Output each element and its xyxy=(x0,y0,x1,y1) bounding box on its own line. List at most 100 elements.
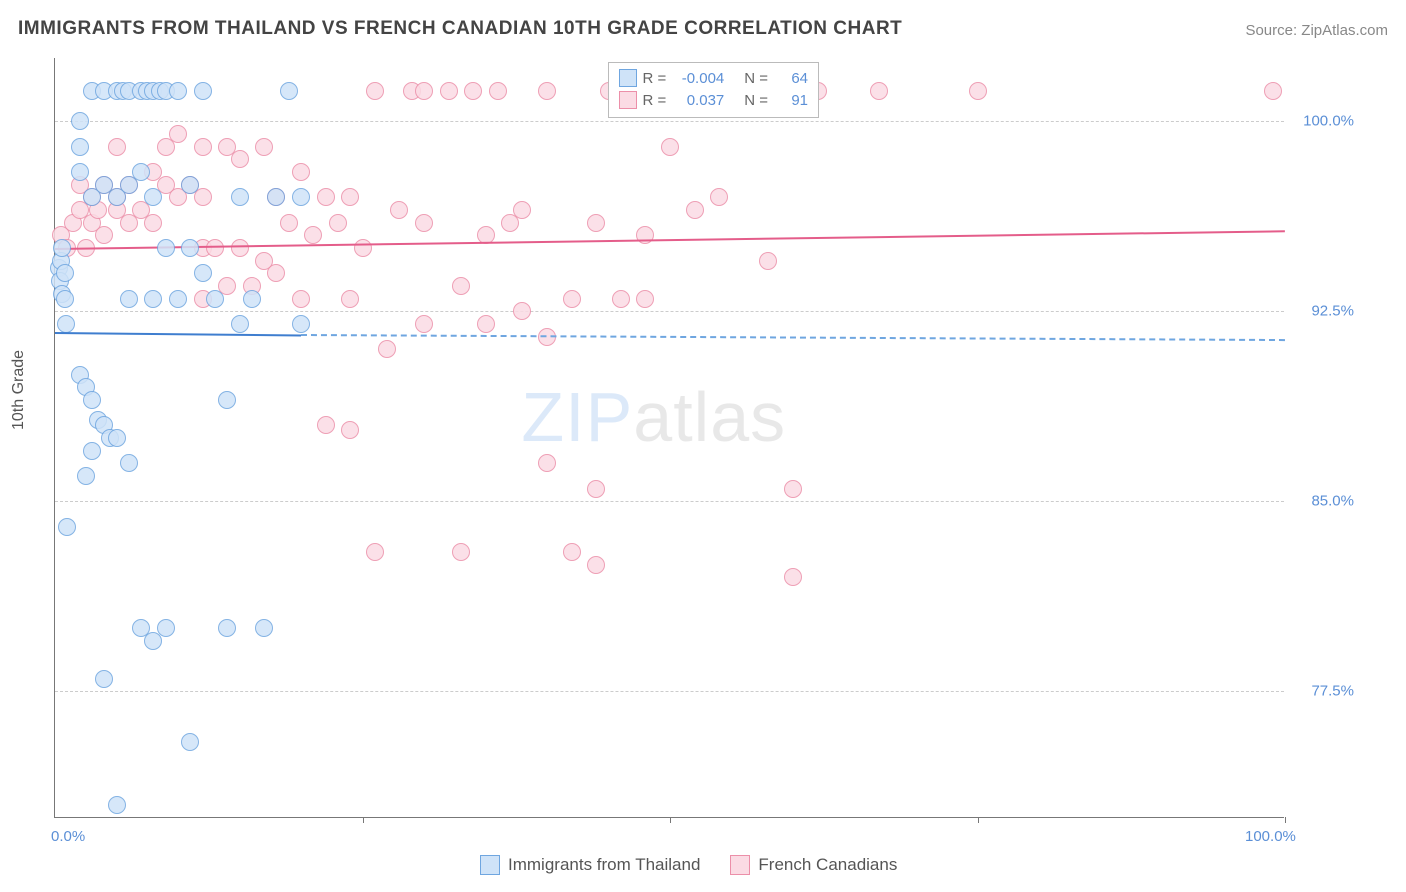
x-tick-mark xyxy=(1285,817,1286,823)
scatter-point-blue xyxy=(83,442,101,460)
scatter-point-blue xyxy=(194,264,212,282)
scatter-point-blue xyxy=(56,264,74,282)
scatter-point-pink xyxy=(354,239,372,257)
legend-label: French Canadians xyxy=(758,855,897,875)
scatter-point-pink xyxy=(317,188,335,206)
scatter-point-pink xyxy=(587,480,605,498)
scatter-point-blue xyxy=(83,391,101,409)
legend-stat-label: R = xyxy=(643,70,667,87)
scatter-point-blue xyxy=(144,290,162,308)
x-tick-label: 100.0% xyxy=(1245,828,1296,845)
scatter-point-blue xyxy=(181,239,199,257)
scatter-point-blue xyxy=(95,670,113,688)
trend-line-blue xyxy=(55,332,301,337)
legend-stat-label: N = xyxy=(744,92,768,109)
scatter-point-pink xyxy=(415,214,433,232)
scatter-point-blue xyxy=(108,429,126,447)
scatter-point-blue xyxy=(231,188,249,206)
grid-line xyxy=(55,501,1284,502)
scatter-point-pink xyxy=(366,82,384,100)
scatter-point-pink xyxy=(169,125,187,143)
y-axis-label: 10th Grade xyxy=(10,350,28,430)
scatter-point-blue xyxy=(280,82,298,100)
scatter-point-blue xyxy=(57,315,75,333)
scatter-point-blue xyxy=(218,391,236,409)
scatter-point-blue xyxy=(206,290,224,308)
scatter-point-blue xyxy=(181,733,199,751)
y-tick-label: 92.5% xyxy=(1294,303,1354,320)
x-tick-label: 0.0% xyxy=(51,828,85,845)
scatter-point-pink xyxy=(710,188,728,206)
scatter-point-pink xyxy=(538,454,556,472)
scatter-point-pink xyxy=(636,226,654,244)
legend-item: French Canadians xyxy=(730,855,897,875)
scatter-point-pink xyxy=(1264,82,1282,100)
scatter-point-pink xyxy=(489,82,507,100)
scatter-point-pink xyxy=(317,416,335,434)
scatter-point-blue xyxy=(243,290,261,308)
legend-swatch xyxy=(730,855,750,875)
scatter-point-pink xyxy=(513,302,531,320)
legend-r-value: 0.037 xyxy=(672,92,724,109)
legend-stat-row: R = 0.037 N = 91 xyxy=(619,89,809,111)
scatter-point-pink xyxy=(341,421,359,439)
scatter-point-pink xyxy=(587,556,605,574)
scatter-point-pink xyxy=(390,201,408,219)
scatter-point-pink xyxy=(784,480,802,498)
chart-title: IMMIGRANTS FROM THAILAND VS FRENCH CANAD… xyxy=(18,18,902,40)
legend-n-value: 64 xyxy=(774,70,808,87)
scatter-point-pink xyxy=(563,290,581,308)
x-tick-mark xyxy=(363,817,364,823)
legend-swatch xyxy=(619,91,637,109)
legend-stat-label: R = xyxy=(643,92,667,109)
scatter-point-pink xyxy=(108,138,126,156)
trend-line-blue-dashed xyxy=(301,334,1285,341)
scatter-point-blue xyxy=(255,619,273,637)
scatter-point-pink xyxy=(415,315,433,333)
scatter-point-pink xyxy=(563,543,581,561)
legend-n-value: 91 xyxy=(774,92,808,109)
scatter-point-pink xyxy=(255,252,273,270)
scatter-point-blue xyxy=(71,112,89,130)
legend-swatch xyxy=(480,855,500,875)
scatter-point-pink xyxy=(366,543,384,561)
scatter-point-blue xyxy=(77,467,95,485)
scatter-point-blue xyxy=(169,82,187,100)
scatter-point-blue xyxy=(267,188,285,206)
grid-line xyxy=(55,121,1284,122)
scatter-point-blue xyxy=(218,619,236,637)
x-tick-mark xyxy=(670,817,671,823)
x-tick-mark xyxy=(978,817,979,823)
scatter-point-pink xyxy=(206,239,224,257)
scatter-point-pink xyxy=(255,138,273,156)
y-tick-label: 77.5% xyxy=(1294,683,1354,700)
scatter-point-pink xyxy=(280,214,298,232)
scatter-point-pink xyxy=(452,277,470,295)
grid-line xyxy=(55,691,1284,692)
scatter-point-pink xyxy=(292,290,310,308)
scatter-point-pink xyxy=(194,138,212,156)
scatter-point-blue xyxy=(157,239,175,257)
scatter-point-blue xyxy=(231,315,249,333)
scatter-point-pink xyxy=(304,226,322,244)
scatter-point-pink xyxy=(759,252,777,270)
scatter-point-pink xyxy=(464,82,482,100)
scatter-point-blue xyxy=(157,619,175,637)
scatter-point-pink xyxy=(292,163,310,181)
scatter-point-blue xyxy=(71,163,89,181)
scatter-point-pink xyxy=(341,290,359,308)
grid-line xyxy=(55,311,1284,312)
scatter-point-pink xyxy=(329,214,347,232)
scatter-point-pink xyxy=(661,138,679,156)
scatter-point-pink xyxy=(231,239,249,257)
scatter-point-blue xyxy=(58,518,76,536)
scatter-point-pink xyxy=(231,150,249,168)
scatter-point-blue xyxy=(108,796,126,814)
source-label: Source: ZipAtlas.com xyxy=(1245,22,1388,39)
scatter-point-pink xyxy=(452,543,470,561)
scatter-point-blue xyxy=(120,454,138,472)
scatter-point-pink xyxy=(341,188,359,206)
y-tick-label: 85.0% xyxy=(1294,493,1354,510)
scatter-point-blue xyxy=(292,315,310,333)
scatter-plot-area: 77.5%85.0%92.5%100.0%0.0%100.0% xyxy=(54,58,1284,818)
